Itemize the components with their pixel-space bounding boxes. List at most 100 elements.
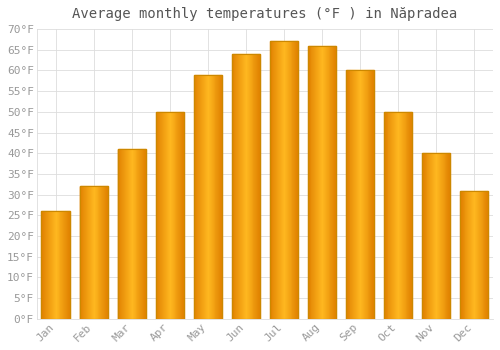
Bar bbox=[48, 211, 49, 319]
Bar bbox=[287, 42, 288, 319]
Bar bbox=[384, 112, 386, 319]
Bar bbox=[66, 211, 67, 319]
Bar bbox=[437, 153, 438, 319]
Bar bbox=[134, 149, 136, 319]
Bar bbox=[67, 211, 68, 319]
Bar bbox=[258, 54, 259, 319]
Bar bbox=[404, 112, 406, 319]
Bar bbox=[143, 149, 144, 319]
Bar bbox=[90, 187, 91, 319]
Bar bbox=[202, 75, 203, 319]
Bar bbox=[277, 42, 278, 319]
Bar bbox=[357, 70, 358, 319]
Bar bbox=[472, 190, 473, 319]
Bar bbox=[479, 190, 480, 319]
Bar bbox=[440, 153, 441, 319]
Bar bbox=[47, 211, 48, 319]
Bar bbox=[130, 149, 131, 319]
Bar bbox=[350, 70, 352, 319]
Bar bbox=[247, 54, 248, 319]
Bar bbox=[252, 54, 254, 319]
Bar bbox=[460, 190, 462, 319]
Bar bbox=[218, 75, 220, 319]
Bar bbox=[182, 112, 183, 319]
Bar bbox=[296, 42, 297, 319]
Bar bbox=[52, 211, 53, 319]
Bar bbox=[234, 54, 236, 319]
Bar bbox=[475, 190, 476, 319]
Bar bbox=[196, 75, 198, 319]
Bar bbox=[54, 211, 55, 319]
Bar bbox=[360, 70, 361, 319]
Bar bbox=[446, 153, 448, 319]
Bar bbox=[242, 54, 243, 319]
Bar bbox=[348, 70, 350, 319]
Bar bbox=[160, 112, 162, 319]
Bar bbox=[167, 112, 168, 319]
Bar bbox=[430, 153, 432, 319]
Bar bbox=[214, 75, 216, 319]
Bar bbox=[422, 153, 450, 319]
Bar bbox=[288, 42, 290, 319]
Bar bbox=[477, 190, 478, 319]
Bar bbox=[123, 149, 124, 319]
Bar bbox=[439, 153, 440, 319]
Bar bbox=[209, 75, 210, 319]
Bar bbox=[480, 190, 482, 319]
Bar bbox=[310, 46, 312, 319]
Bar bbox=[276, 42, 277, 319]
Bar bbox=[460, 190, 488, 319]
Bar bbox=[243, 54, 244, 319]
Bar bbox=[250, 54, 252, 319]
Title: Average monthly temperatures (°F ) in Năpradea: Average monthly temperatures (°F ) in Nă… bbox=[72, 7, 458, 21]
Bar bbox=[398, 112, 399, 319]
Bar bbox=[156, 112, 158, 319]
Bar bbox=[144, 149, 145, 319]
Bar bbox=[176, 112, 178, 319]
Bar bbox=[210, 75, 212, 319]
Bar bbox=[165, 112, 166, 319]
Bar bbox=[104, 187, 105, 319]
Bar bbox=[145, 149, 146, 319]
Bar bbox=[55, 211, 56, 319]
Bar bbox=[64, 211, 65, 319]
Bar bbox=[370, 70, 372, 319]
Bar bbox=[324, 46, 325, 319]
Bar bbox=[319, 46, 320, 319]
Bar bbox=[422, 153, 424, 319]
Bar bbox=[352, 70, 354, 319]
Bar bbox=[118, 149, 146, 319]
Bar bbox=[285, 42, 286, 319]
Bar bbox=[317, 46, 318, 319]
Bar bbox=[53, 211, 54, 319]
Bar bbox=[140, 149, 141, 319]
Bar bbox=[474, 190, 475, 319]
Bar bbox=[65, 211, 66, 319]
Bar bbox=[194, 75, 222, 319]
Bar bbox=[170, 112, 171, 319]
Bar bbox=[393, 112, 394, 319]
Bar bbox=[58, 211, 59, 319]
Bar bbox=[162, 112, 163, 319]
Bar bbox=[100, 187, 102, 319]
Bar bbox=[216, 75, 218, 319]
Bar bbox=[120, 149, 122, 319]
Bar bbox=[359, 70, 360, 319]
Bar bbox=[207, 75, 208, 319]
Bar bbox=[181, 112, 182, 319]
Bar bbox=[221, 75, 222, 319]
Bar bbox=[354, 70, 355, 319]
Bar bbox=[442, 153, 444, 319]
Bar bbox=[118, 149, 120, 319]
Bar bbox=[320, 46, 321, 319]
Bar bbox=[432, 153, 433, 319]
Bar bbox=[125, 149, 126, 319]
Bar bbox=[410, 112, 412, 319]
Bar bbox=[60, 211, 62, 319]
Bar bbox=[208, 75, 209, 319]
Bar bbox=[166, 112, 167, 319]
Bar bbox=[441, 153, 442, 319]
Bar bbox=[256, 54, 258, 319]
Bar bbox=[399, 112, 400, 319]
Bar bbox=[142, 149, 143, 319]
